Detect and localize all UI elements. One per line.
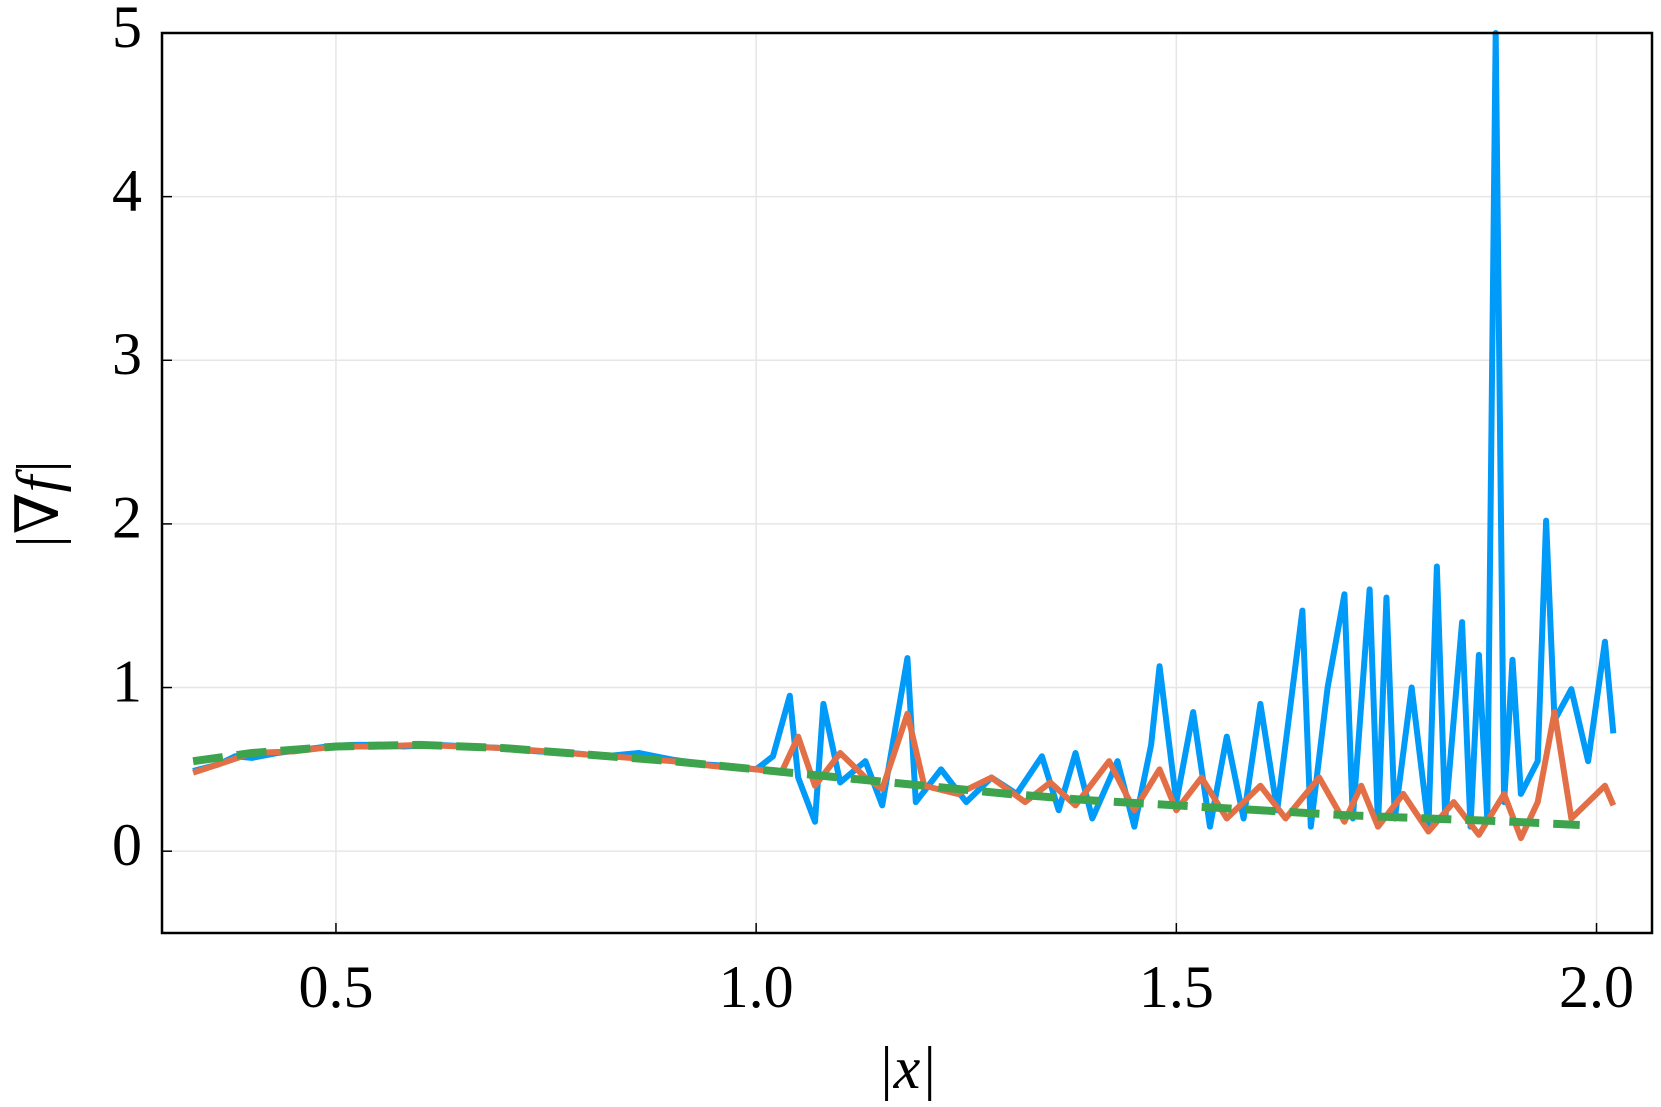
x-tick-label: 1.5	[1139, 954, 1214, 1020]
y-tick-label: 5	[112, 0, 142, 60]
x-tick-label: 1.0	[719, 954, 794, 1020]
x-tick-label: 2.0	[1559, 954, 1634, 1020]
y-tick-label: 4	[112, 157, 142, 223]
x-tick-label: 0.5	[298, 954, 373, 1020]
y-axis-label: |∇f|	[5, 459, 71, 551]
x-axis-label: |x|	[877, 1035, 937, 1101]
y-tick-label: 2	[112, 485, 142, 551]
y-tick-label: 3	[112, 321, 142, 387]
plot-frame	[160, 31, 1654, 935]
y-tick-label: 1	[112, 648, 142, 714]
y-tick-label: 0	[112, 812, 142, 878]
data-line	[192, 30, 1617, 830]
data-line	[192, 740, 1580, 829]
